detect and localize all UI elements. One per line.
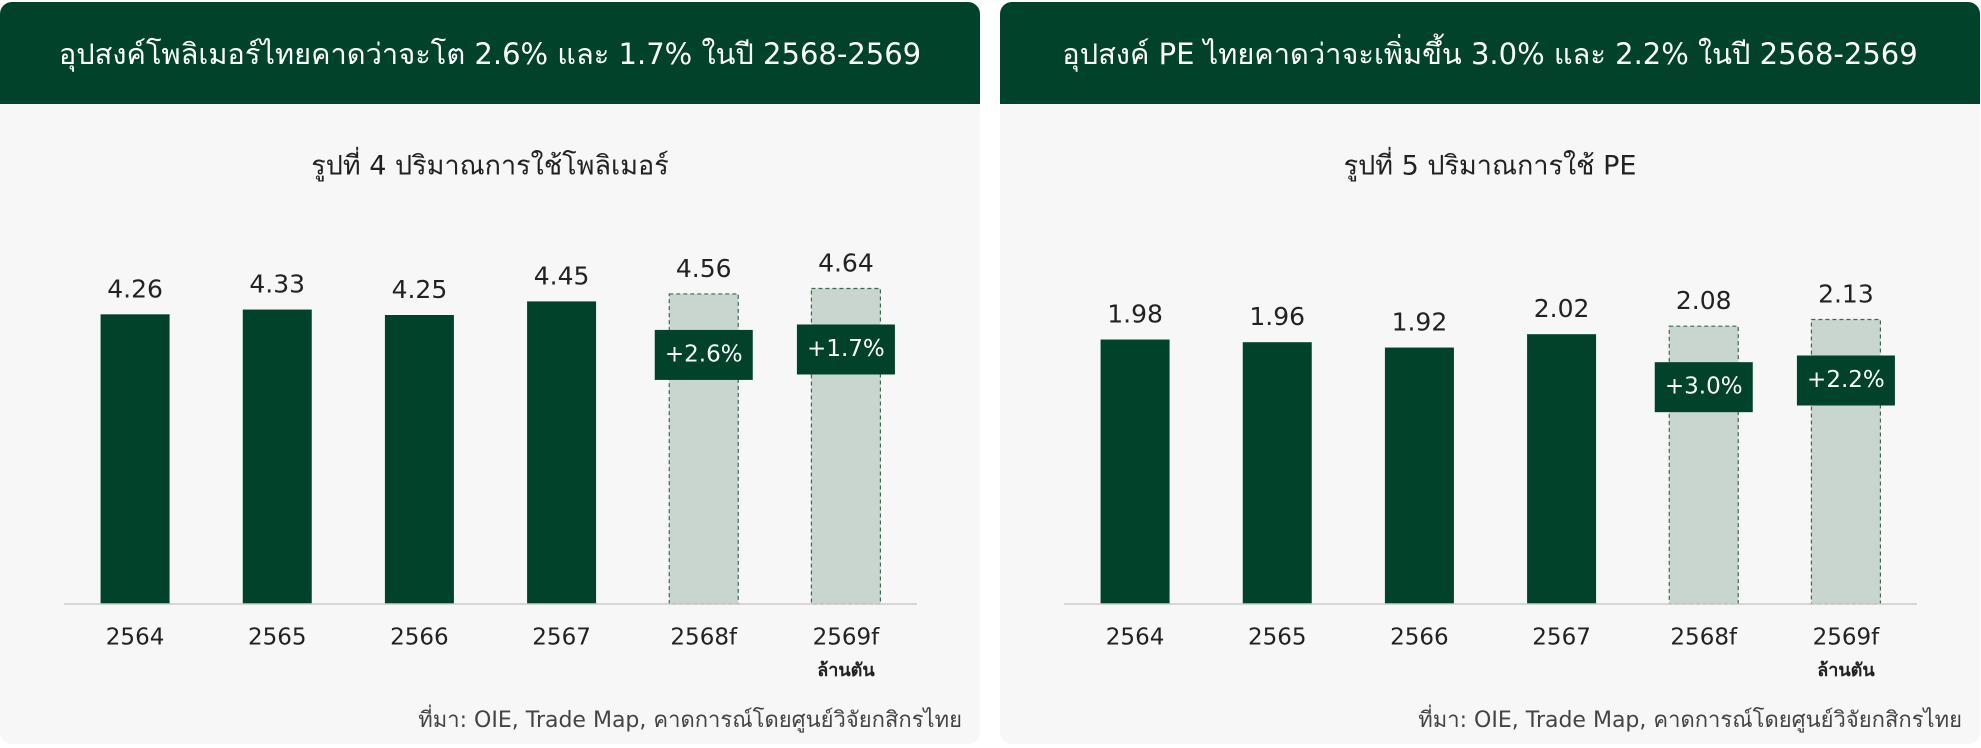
panel: อุปสงค์ PE ไทยคาดว่าจะเพิ่มขึ้น 3.0% และ…	[1000, 2, 1980, 744]
value-label: 2.13	[1818, 279, 1874, 308]
annotation-box	[796, 324, 895, 375]
value-label: 4.33	[249, 270, 305, 299]
value-label: 4.56	[676, 254, 732, 283]
annotation: +1.7%	[807, 336, 885, 362]
annotation: +2.6%	[665, 341, 743, 367]
x-tick-label: 2569f	[813, 625, 881, 651]
chart-title: รูปที่ 4 ปริมาณการใช้โพลิเมอร์	[311, 147, 669, 182]
bar	[242, 309, 312, 604]
source: ที่มา: OIE, Trade Map, คาดการณ์โดยศูนย์ว…	[1418, 704, 1962, 733]
value-label: 2.02	[1534, 294, 1590, 323]
x-tick-label: 2564	[106, 625, 165, 651]
annotation: +3.0%	[1665, 374, 1743, 400]
bar	[1242, 342, 1312, 604]
bar	[527, 301, 597, 604]
bar	[100, 314, 170, 604]
annotation-box	[654, 329, 753, 380]
value-label: 4.64	[818, 248, 874, 277]
header: อุปสงค์ PE ไทยคาดว่าจะเพิ่มขึ้น 3.0% และ…	[1062, 33, 1917, 72]
x-tick-label: 2568f	[670, 625, 738, 651]
bar	[1527, 334, 1597, 604]
annotation: +2.2%	[1807, 367, 1885, 393]
bar	[1100, 339, 1170, 604]
annotation-box	[1796, 355, 1895, 406]
value-label: 2.08	[1676, 286, 1732, 315]
unit-label: ล้านตัน	[817, 660, 875, 681]
header: อุปสงค์โพลิเมอร์ไทยคาดว่าจะโต 2.6% และ 1…	[59, 37, 921, 72]
value-label: 4.25	[392, 275, 448, 304]
x-tick-label: 2564	[1106, 625, 1165, 651]
x-tick-label: 2566	[1390, 625, 1449, 651]
x-tick-label: 2567	[532, 625, 591, 651]
chart-title: รูปที่ 5 ปริมาณการใช้ PE	[1344, 147, 1637, 182]
x-tick-label: 2569f	[1813, 625, 1881, 651]
x-tick-label: 2568f	[1670, 625, 1738, 651]
panel: อุปสงค์โพลิเมอร์ไทยคาดว่าจะโต 2.6% และ 1…	[0, 2, 980, 744]
value-label: 1.98	[1107, 300, 1163, 329]
header-background	[0, 2, 980, 104]
bar	[384, 315, 454, 604]
x-tick-label: 2565	[248, 625, 307, 651]
bar	[1384, 347, 1454, 604]
value-label: 1.92	[1392, 308, 1448, 337]
unit-label: ล้านตัน	[1817, 660, 1875, 681]
value-label: 4.45	[534, 261, 590, 290]
value-label: 1.96	[1249, 302, 1305, 331]
x-tick-label: 2567	[1532, 625, 1591, 651]
value-label: 4.26	[107, 274, 163, 303]
source: ที่มา: OIE, Trade Map, คาดการณ์โดยศูนย์ว…	[418, 704, 962, 733]
header-background	[1000, 2, 1980, 104]
annotation-box	[1654, 362, 1753, 413]
x-tick-label: 2566	[390, 625, 449, 651]
x-tick-label: 2565	[1248, 625, 1307, 651]
